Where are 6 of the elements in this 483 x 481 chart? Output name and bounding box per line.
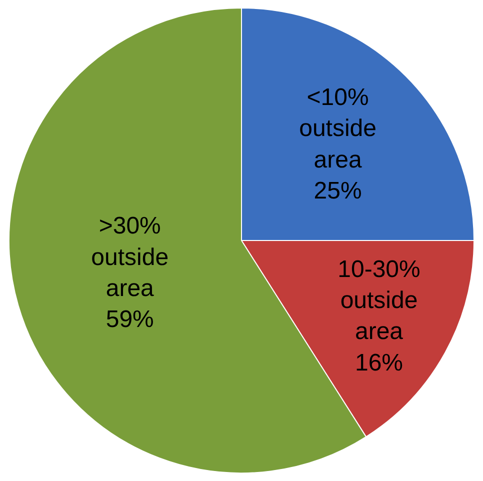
slice-label: <10% outside area (299, 84, 376, 174)
data-label: 16% (354, 349, 404, 376)
data-label: 25% (314, 177, 362, 204)
slice-label: 10-30% outside area (338, 256, 420, 346)
data-label: 59% (106, 306, 154, 334)
slice-label: >30% outside area (91, 212, 169, 302)
